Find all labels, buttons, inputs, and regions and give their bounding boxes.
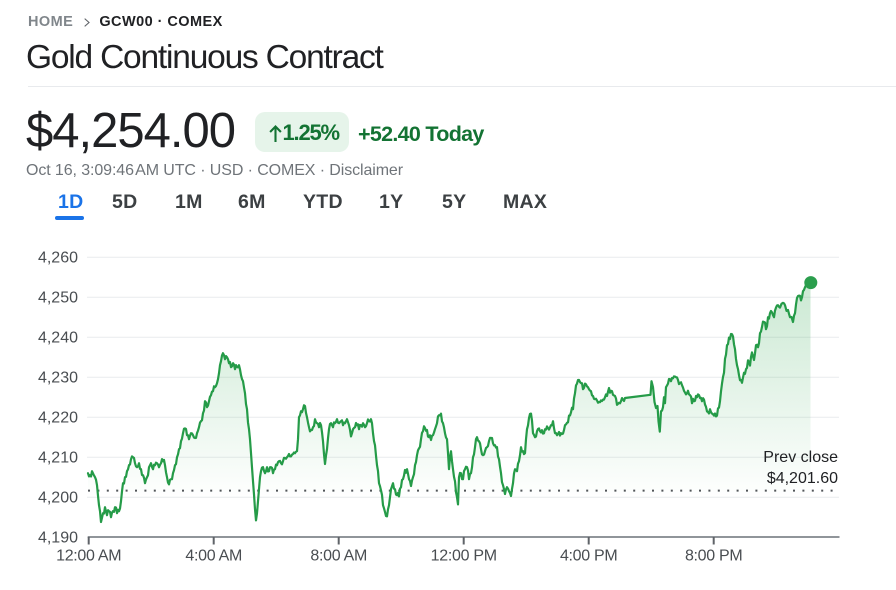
svg-text:8:00 AM: 8:00 AM bbox=[310, 548, 367, 565]
svg-text:$4,201.60: $4,201.60 bbox=[767, 470, 838, 487]
svg-text:4,210: 4,210 bbox=[38, 450, 78, 467]
svg-text:4:00 AM: 4:00 AM bbox=[185, 548, 242, 565]
svg-text:4,240: 4,240 bbox=[38, 330, 78, 347]
svg-text:12:00 PM: 12:00 PM bbox=[431, 548, 497, 565]
svg-text:4,190: 4,190 bbox=[38, 530, 78, 547]
svg-text:12:00 AM: 12:00 AM bbox=[56, 548, 121, 565]
svg-text:4,220: 4,220 bbox=[38, 410, 78, 427]
svg-text:4,250: 4,250 bbox=[38, 290, 78, 307]
svg-text:4,230: 4,230 bbox=[38, 370, 78, 387]
svg-text:8:00 PM: 8:00 PM bbox=[685, 548, 743, 565]
svg-text:Prev close: Prev close bbox=[763, 449, 838, 466]
svg-text:4:00 PM: 4:00 PM bbox=[560, 548, 618, 565]
svg-text:4,260: 4,260 bbox=[38, 250, 78, 267]
svg-text:4,200: 4,200 bbox=[38, 490, 78, 507]
